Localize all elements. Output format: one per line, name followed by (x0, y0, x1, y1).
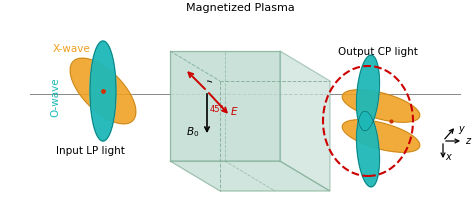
Polygon shape (170, 161, 330, 191)
Text: 45°: 45° (210, 104, 225, 113)
Text: X-wave: X-wave (53, 44, 91, 54)
Polygon shape (280, 51, 330, 191)
Text: E: E (231, 107, 237, 117)
Text: y: y (458, 124, 464, 134)
Polygon shape (90, 41, 116, 141)
Text: $B_0$: $B_0$ (186, 125, 199, 139)
Text: Magnetized Plasma: Magnetized Plasma (186, 3, 294, 13)
Polygon shape (356, 55, 380, 131)
Polygon shape (90, 41, 116, 141)
Polygon shape (342, 90, 420, 122)
Text: Input LP light: Input LP light (55, 146, 125, 156)
Polygon shape (356, 55, 380, 131)
Polygon shape (342, 120, 420, 152)
Text: Output CP light: Output CP light (338, 47, 418, 57)
Polygon shape (70, 58, 136, 124)
Polygon shape (356, 111, 380, 187)
Text: z: z (465, 136, 470, 146)
Text: O-wave: O-wave (50, 77, 60, 117)
Text: x: x (445, 152, 451, 162)
Polygon shape (356, 111, 380, 187)
Polygon shape (170, 51, 280, 161)
